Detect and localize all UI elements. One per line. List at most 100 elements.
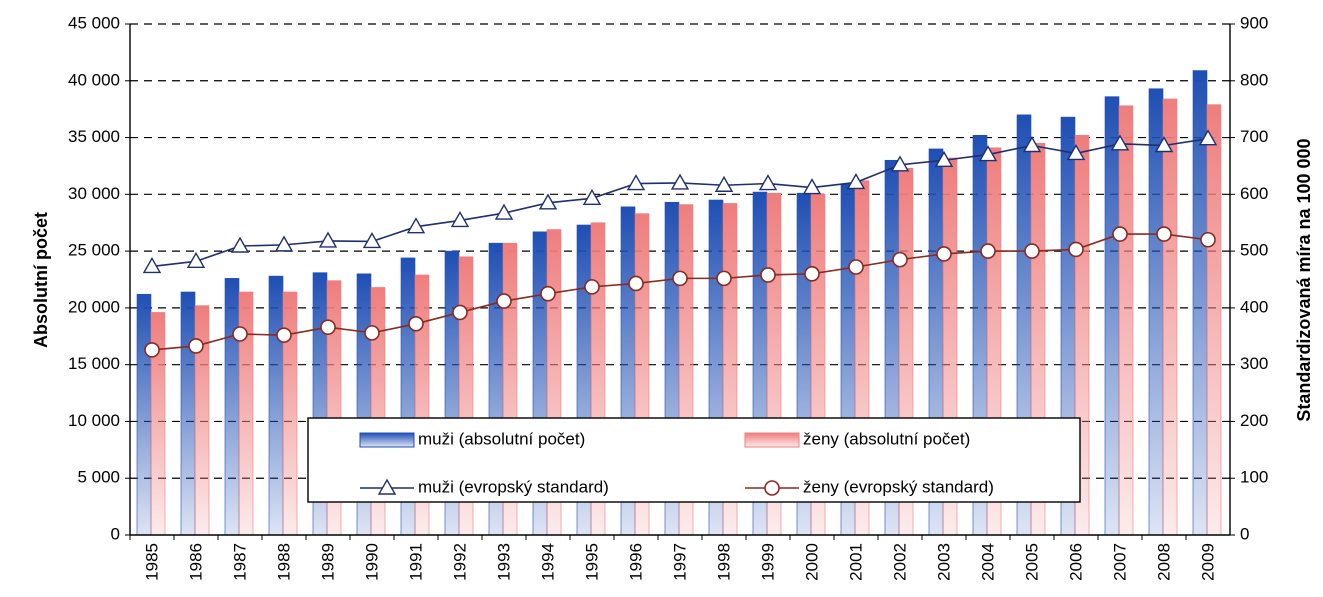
line-marker	[406, 217, 426, 234]
y-tick-label: 25 000	[68, 241, 120, 260]
x-tick-label: 1992	[450, 543, 469, 581]
line-marker	[494, 203, 514, 220]
bar	[1104, 96, 1120, 536]
x-tick-label: 1995	[582, 543, 601, 581]
line-marker	[1156, 226, 1172, 242]
line-marker	[628, 275, 644, 292]
line-marker	[716, 270, 732, 287]
line-marker	[804, 266, 820, 282]
line-marker	[364, 325, 380, 341]
x-tick-label: 1988	[274, 543, 293, 581]
line-marker	[936, 246, 952, 262]
y2-tick-label: 600	[1240, 184, 1268, 203]
y-tick-label: 10 000	[68, 411, 120, 430]
x-tick-label: 1993	[494, 543, 513, 581]
bar	[180, 291, 196, 536]
x-tick-label: 2006	[1066, 543, 1085, 581]
line-marker	[274, 235, 294, 252]
line-marker	[892, 251, 908, 268]
legend-label: muži (absolutní počet)	[418, 429, 585, 448]
line-marker	[626, 174, 646, 191]
x-tick-label: 2008	[1154, 543, 1173, 581]
x-tick-label: 2007	[1110, 543, 1129, 581]
line-marker	[848, 259, 864, 275]
bar	[1118, 105, 1134, 536]
line-marker	[276, 327, 292, 343]
x-tick-label: 2009	[1198, 543, 1217, 581]
line-marker	[232, 326, 248, 342]
y2-tick-label: 200	[1240, 411, 1268, 430]
line-marker	[318, 231, 338, 248]
line-marker	[1112, 226, 1128, 242]
y-tick-label: 35 000	[68, 127, 120, 146]
line-marker	[934, 150, 954, 167]
bar	[268, 275, 284, 536]
x-tick-label: 1997	[670, 543, 689, 581]
y-tick-label: 45 000	[68, 13, 120, 32]
line-marker	[670, 173, 690, 190]
y-tick-label: 40 000	[68, 70, 120, 89]
line-marker	[672, 270, 688, 287]
y-tick-label: 30 000	[68, 184, 120, 203]
y2-tick-label: 400	[1240, 297, 1268, 316]
line-marker	[496, 293, 512, 309]
x-tick-label: 1991	[406, 543, 425, 581]
line-marker	[538, 193, 558, 210]
bar	[1162, 98, 1178, 536]
x-tick-label: 2004	[978, 543, 997, 581]
bar	[224, 278, 240, 536]
x-tick-label: 1985	[142, 543, 161, 581]
y-tick-label: 20 000	[68, 297, 120, 316]
y2-tick-label: 100	[1240, 468, 1268, 487]
bar	[136, 293, 152, 536]
bar	[1148, 88, 1164, 536]
x-tick-label: 2005	[1022, 543, 1041, 581]
line-marker	[890, 155, 910, 172]
line-marker	[802, 178, 822, 195]
y2-tick-label: 900	[1240, 13, 1268, 32]
legend-label: ženy (absolutní počet)	[803, 429, 970, 448]
y2-axis-label: Standardizovaná míra na 100 000	[1294, 138, 1314, 421]
line-marker	[1024, 243, 1040, 259]
y-tick-label: 15 000	[68, 354, 120, 373]
x-tick-label: 2000	[802, 543, 821, 581]
x-tick-label: 2003	[934, 543, 953, 581]
line-marker	[1068, 241, 1084, 258]
line-marker	[846, 172, 866, 190]
legend-marker	[764, 480, 780, 496]
line-marker	[978, 145, 998, 162]
line-marker	[142, 257, 162, 274]
line-marker	[188, 338, 204, 354]
x-tick-label: 1996	[626, 543, 645, 581]
line-marker	[450, 211, 470, 228]
line-marker	[452, 304, 468, 321]
line-marker	[408, 315, 424, 332]
x-tick-label: 1989	[318, 543, 337, 581]
legend-label: muži (evropský standard)	[418, 477, 609, 496]
x-tick-label: 2002	[890, 543, 909, 581]
legend-swatch	[359, 432, 415, 448]
x-tick-label: 1990	[362, 543, 381, 581]
x-tick-label: 1987	[230, 543, 249, 581]
line-marker	[186, 251, 206, 269]
line-marker	[144, 342, 160, 358]
line-marker	[714, 175, 734, 192]
line-marker	[584, 279, 600, 295]
x-tick-label: 1994	[538, 543, 557, 581]
line-marker	[1200, 231, 1216, 248]
y2-tick-label: 800	[1240, 70, 1268, 89]
legend-marker	[377, 478, 397, 495]
line-marker	[1110, 134, 1130, 151]
legend-box	[307, 417, 1081, 503]
line-marker	[540, 285, 556, 302]
bar	[1206, 104, 1222, 536]
y-tick-label: 5 000	[77, 468, 120, 487]
line-marker	[582, 188, 602, 206]
y-tick-label: 0	[111, 524, 120, 543]
x-tick-label: 1986	[186, 543, 205, 581]
x-tick-label: 2001	[846, 543, 865, 581]
y2-tick-label: 700	[1240, 127, 1268, 146]
line-marker	[320, 319, 336, 335]
